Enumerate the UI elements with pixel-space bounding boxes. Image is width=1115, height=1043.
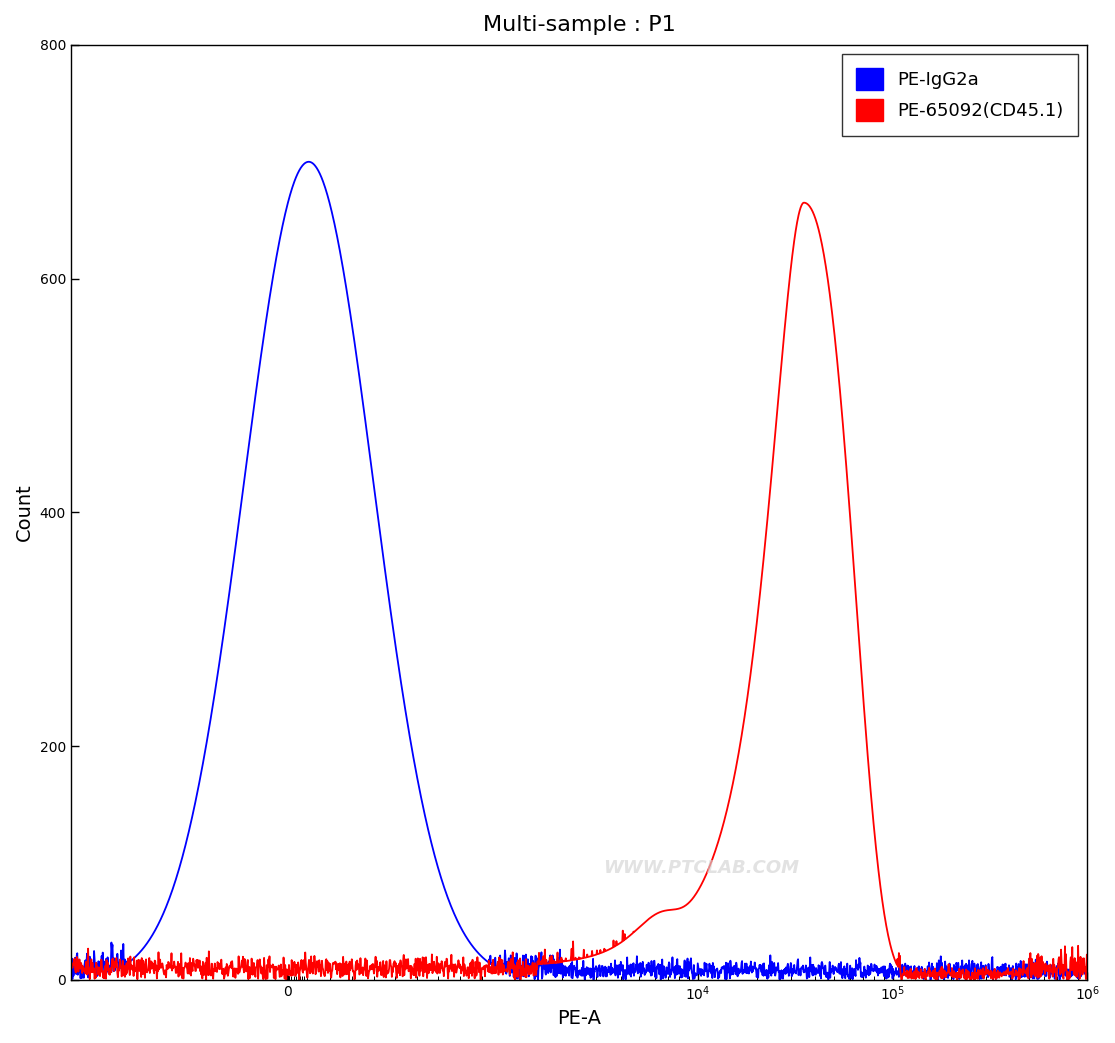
PE-IgG2a [586,973,600,986]
PE-IgG2a [119,959,133,971]
Title: Multi-sample : P1: Multi-sample : P1 [483,15,676,35]
PE-IgG2a [874,961,888,973]
PE-IgG2a [581,968,594,980]
PE-65092(CD45.1) [874,888,888,900]
PE-IgG2a [555,956,569,969]
PE-65092(CD45.1) [1080,967,1094,979]
PE-IgG2a [1080,965,1094,977]
PE-IgG2a [1054,966,1067,978]
PE-65092(CD45.1) [119,968,133,980]
Line: PE-IgG2a: PE-IgG2a [70,162,1087,979]
PE-65092(CD45.1) [581,951,594,964]
PE-65092(CD45.1) [1053,961,1066,973]
PE-65092(CD45.1) [797,196,811,209]
PE-IgG2a [1053,973,1066,986]
PE-65092(CD45.1) [1054,968,1067,980]
PE-IgG2a [64,963,77,975]
PE-65092(CD45.1) [555,956,569,969]
Legend: PE-IgG2a, PE-65092(CD45.1): PE-IgG2a, PE-65092(CD45.1) [842,54,1078,136]
Text: WWW.PTCLAB.COM: WWW.PTCLAB.COM [603,858,799,877]
Line: PE-65092(CD45.1): PE-65092(CD45.1) [70,202,1087,980]
PE-65092(CD45.1) [508,974,522,987]
PE-65092(CD45.1) [64,964,77,976]
X-axis label: PE-A: PE-A [558,1009,601,1028]
PE-IgG2a [302,155,316,168]
Y-axis label: Count: Count [14,484,33,541]
